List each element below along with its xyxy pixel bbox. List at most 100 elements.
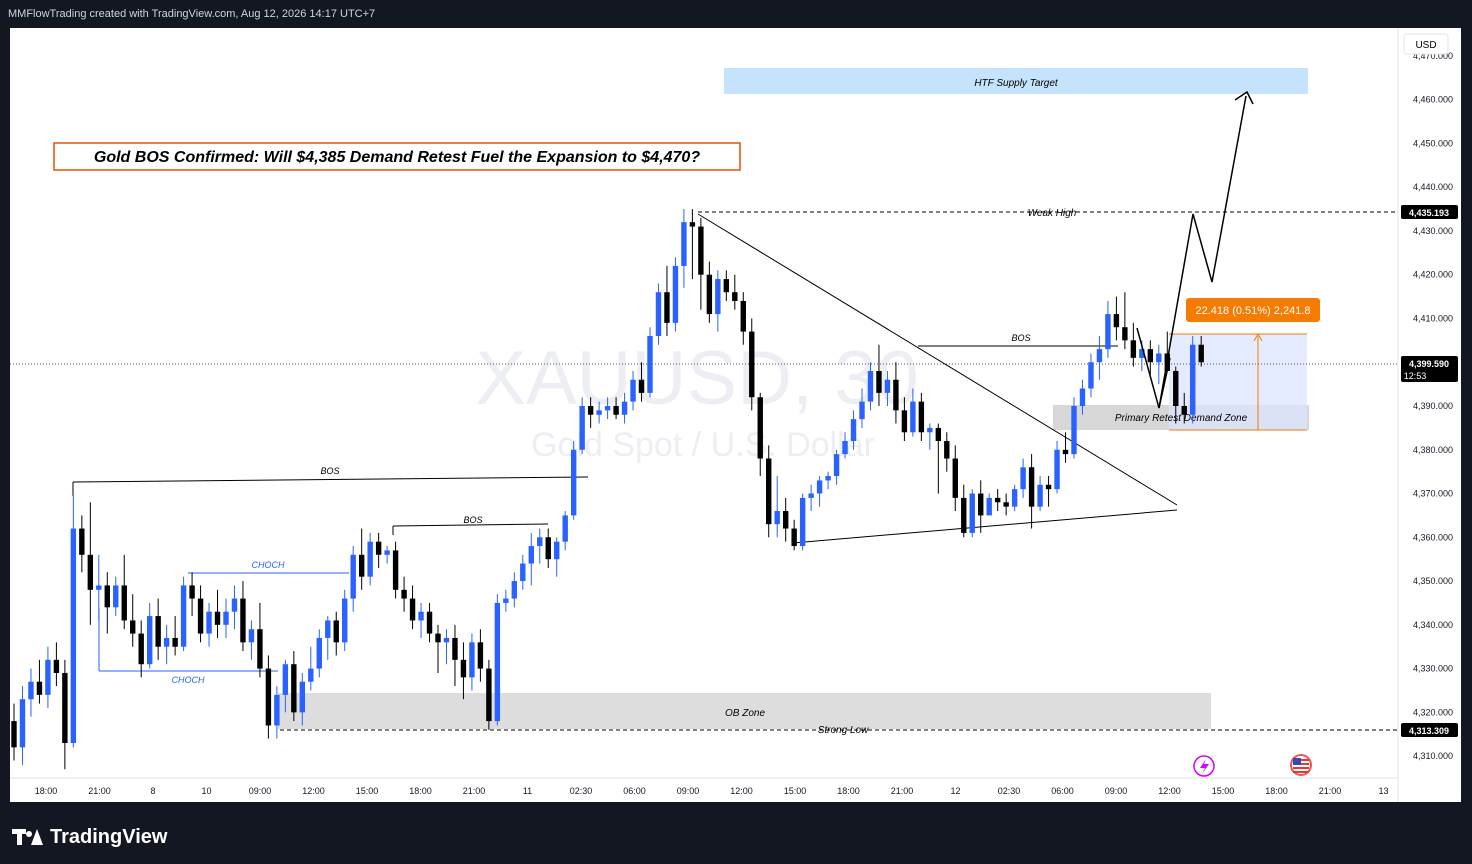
- candle: [333, 611, 339, 656]
- retest-path: [1136, 327, 1171, 409]
- candle: [19, 686, 26, 765]
- candle: [604, 397, 611, 420]
- candle: [901, 397, 908, 442]
- candle: [918, 392, 925, 442]
- y-tick-label: 4,310.000: [1413, 751, 1453, 761]
- y-tick-label: 4,370.000: [1413, 489, 1453, 499]
- strong-low-label: Strong Low: [818, 725, 869, 736]
- candle: [630, 370, 636, 411]
- watermark-description: Gold Spot / U.S. Dollar: [531, 426, 875, 464]
- candle: [1096, 335, 1103, 380]
- candle: [554, 537, 560, 577]
- candle: [1122, 292, 1128, 350]
- y-tick-label: 4,350.000: [1413, 576, 1453, 586]
- candle: [664, 265, 670, 336]
- tradingview-logo[interactable]: TradingView: [12, 824, 167, 850]
- candle: [36, 659, 43, 704]
- bos-label-1: BOS: [320, 466, 339, 476]
- measure-label-box[interactable]: [1186, 298, 1320, 322]
- candle: [1190, 335, 1196, 424]
- candle: [342, 589, 348, 652]
- candle: [1037, 476, 1043, 512]
- candle: [859, 388, 865, 428]
- candle: [511, 572, 518, 608]
- candle: [986, 493, 992, 516]
- candle: [1113, 296, 1120, 341]
- candle: [723, 270, 730, 301]
- candle: [197, 585, 204, 643]
- price-chart[interactable]: XAUUSD, 30 Gold Spot / U.S. Dollar HTF S…: [10, 28, 1461, 802]
- candle: [799, 493, 806, 551]
- chart-attribution: MMFlowTrading created with TradingView.c…: [8, 8, 376, 20]
- candle: [53, 642, 60, 687]
- us-flag-icon[interactable]: [1290, 754, 1312, 776]
- y-tick-label: 4,340.000: [1413, 620, 1453, 630]
- candle: [1020, 458, 1026, 498]
- title-box[interactable]: [53, 142, 741, 171]
- time-axis[interactable]: 18:00 21:00 8 10 09:00 12:00 15:00 18:00 21:00 11…: [10, 777, 1398, 796]
- bos-line-2: [392, 523, 549, 527]
- candle: [146, 602, 153, 669]
- lightning-icon[interactable]: [1193, 755, 1215, 777]
- projection-path: [1158, 95, 1247, 409]
- x-tick-label: 02:30: [998, 786, 1021, 796]
- candle: [833, 449, 840, 485]
- weak-high-label: Weak High: [1028, 208, 1077, 219]
- candle: [316, 629, 322, 678]
- candle: [647, 327, 653, 398]
- candle: [537, 528, 543, 564]
- x-tick-label: 18:00: [1265, 786, 1288, 796]
- candle: [172, 616, 178, 656]
- candle: [782, 497, 789, 542]
- y-tick-label: 4,390.000: [1413, 401, 1453, 411]
- candle: [375, 532, 382, 568]
- candle: [910, 388, 916, 437]
- candle: [189, 572, 195, 617]
- choch-label-2: CHOCH: [172, 675, 205, 685]
- x-tick-label: 12: [950, 786, 960, 796]
- y-tick-label: 4,450.000: [1413, 138, 1453, 148]
- ob-zone[interactable]: [278, 693, 1211, 729]
- strong-low-price-label: [1401, 723, 1458, 737]
- candle: [130, 594, 136, 647]
- candle: [325, 616, 331, 660]
- candle: [87, 502, 94, 625]
- currency-label: USD: [1415, 40, 1436, 51]
- price-axis[interactable]: 4,310.000 4,320.000 4,330.000 4,340.000 4,35…: [1397, 28, 1453, 802]
- candle: [825, 471, 831, 490]
- candle: [706, 261, 713, 323]
- y-tick-label: 4,360.000: [1413, 532, 1453, 542]
- candle: [401, 576, 407, 612]
- candle: [969, 489, 975, 538]
- candle: [291, 651, 297, 722]
- x-tick-label: 21:00: [463, 786, 486, 796]
- candle: [460, 642, 467, 700]
- candle: [231, 585, 238, 630]
- candle: [867, 362, 874, 411]
- candle: [698, 217, 704, 310]
- htf-supply-zone[interactable]: [724, 68, 1308, 94]
- demand-zone-label: Primary Retest Demand Zone: [1115, 413, 1248, 424]
- candle: [935, 423, 942, 494]
- candle: [884, 370, 891, 406]
- x-tick-label: 11: [523, 786, 532, 796]
- candle: [808, 484, 814, 512]
- candle: [732, 274, 738, 310]
- candle: [367, 532, 373, 586]
- candle: [223, 598, 229, 638]
- candle: [1045, 476, 1052, 507]
- currency-box[interactable]: [1403, 33, 1449, 55]
- measure-arrow-head: [1253, 332, 1263, 342]
- candle: [545, 528, 551, 568]
- candle: [299, 672, 306, 726]
- candle: [443, 629, 450, 665]
- x-tick-label: 09:00: [249, 786, 272, 796]
- chart-frame[interactable]: XAUUSD, 30 Gold Spot / U.S. Dollar HTF S…: [10, 28, 1461, 802]
- candle: [79, 515, 85, 573]
- tradingview-logo-icon: [12, 827, 43, 847]
- candle: [893, 362, 899, 424]
- candle: [265, 655, 272, 739]
- candle: [1079, 379, 1086, 415]
- candle: [163, 624, 170, 665]
- candle: [1181, 392, 1187, 424]
